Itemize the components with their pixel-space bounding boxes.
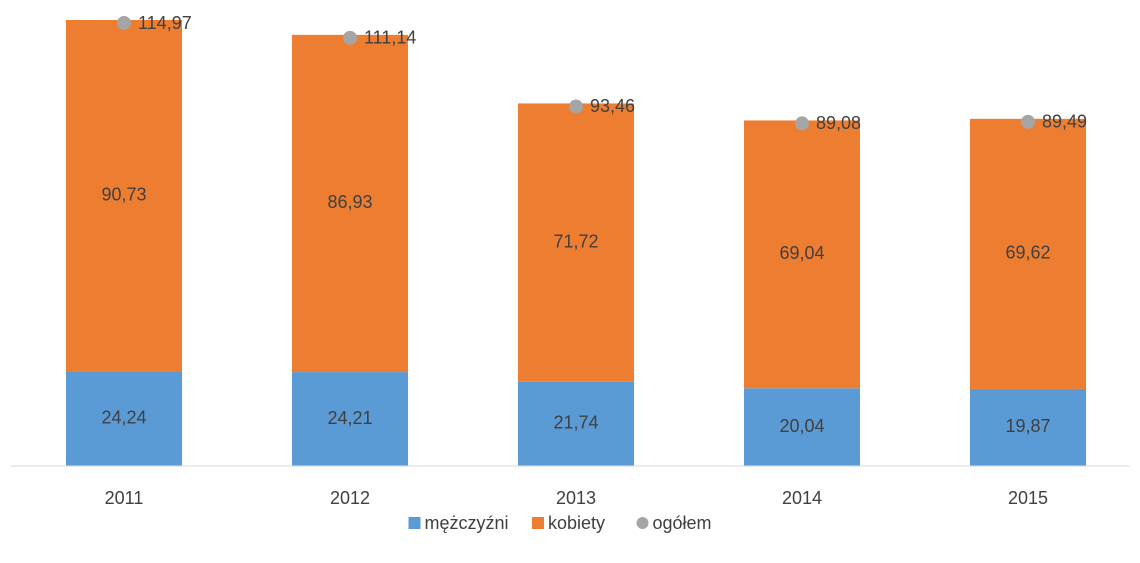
data-label: 69,62 (1005, 243, 1050, 263)
x-tick-label: 2012 (330, 488, 370, 508)
data-label: 24,21 (327, 408, 372, 428)
marker (343, 30, 357, 45)
data-label: 20,04 (779, 416, 824, 436)
x-tick-label: 2011 (105, 488, 144, 508)
legend-label: kobiety (548, 513, 605, 533)
data-label: 69,04 (779, 243, 824, 263)
data-label: 21,74 (553, 413, 598, 433)
legend-label: mężczyźni (425, 513, 509, 533)
bar-segment (66, 20, 182, 372)
x-tick-label: 2015 (1008, 488, 1048, 508)
marker (569, 99, 583, 114)
data-label: 111,14 (364, 28, 416, 48)
bar-segment (970, 118, 1086, 389)
data-label: 19,87 (1005, 416, 1050, 436)
legend-swatch (408, 517, 421, 529)
bar-segment (518, 103, 634, 382)
bar-segment (970, 388, 1086, 466)
data-label: 89,49 (1042, 112, 1087, 132)
data-label: 71,72 (553, 231, 598, 251)
data-label: 89,08 (816, 113, 861, 133)
bar-segment (66, 371, 182, 466)
bar-segment (292, 34, 408, 373)
marker (795, 116, 809, 131)
data-label: 93,46 (590, 96, 635, 116)
data-label: 90,73 (101, 185, 146, 205)
data-label: 24,24 (101, 408, 146, 428)
marker (117, 16, 131, 30)
x-tick-label: 2014 (782, 488, 822, 508)
legend-marker (636, 517, 649, 529)
bar-segment (744, 388, 860, 466)
legend-swatch (532, 517, 544, 529)
data-label: 114,97 (138, 13, 192, 33)
legend-label: ogółem (653, 513, 712, 533)
marker (1021, 114, 1035, 129)
x-tick-label: 2013 (556, 488, 596, 508)
bar-segment (744, 120, 860, 389)
bar-segment (518, 381, 634, 466)
bar-segment (292, 372, 408, 466)
data-label: 86,93 (327, 192, 372, 212)
